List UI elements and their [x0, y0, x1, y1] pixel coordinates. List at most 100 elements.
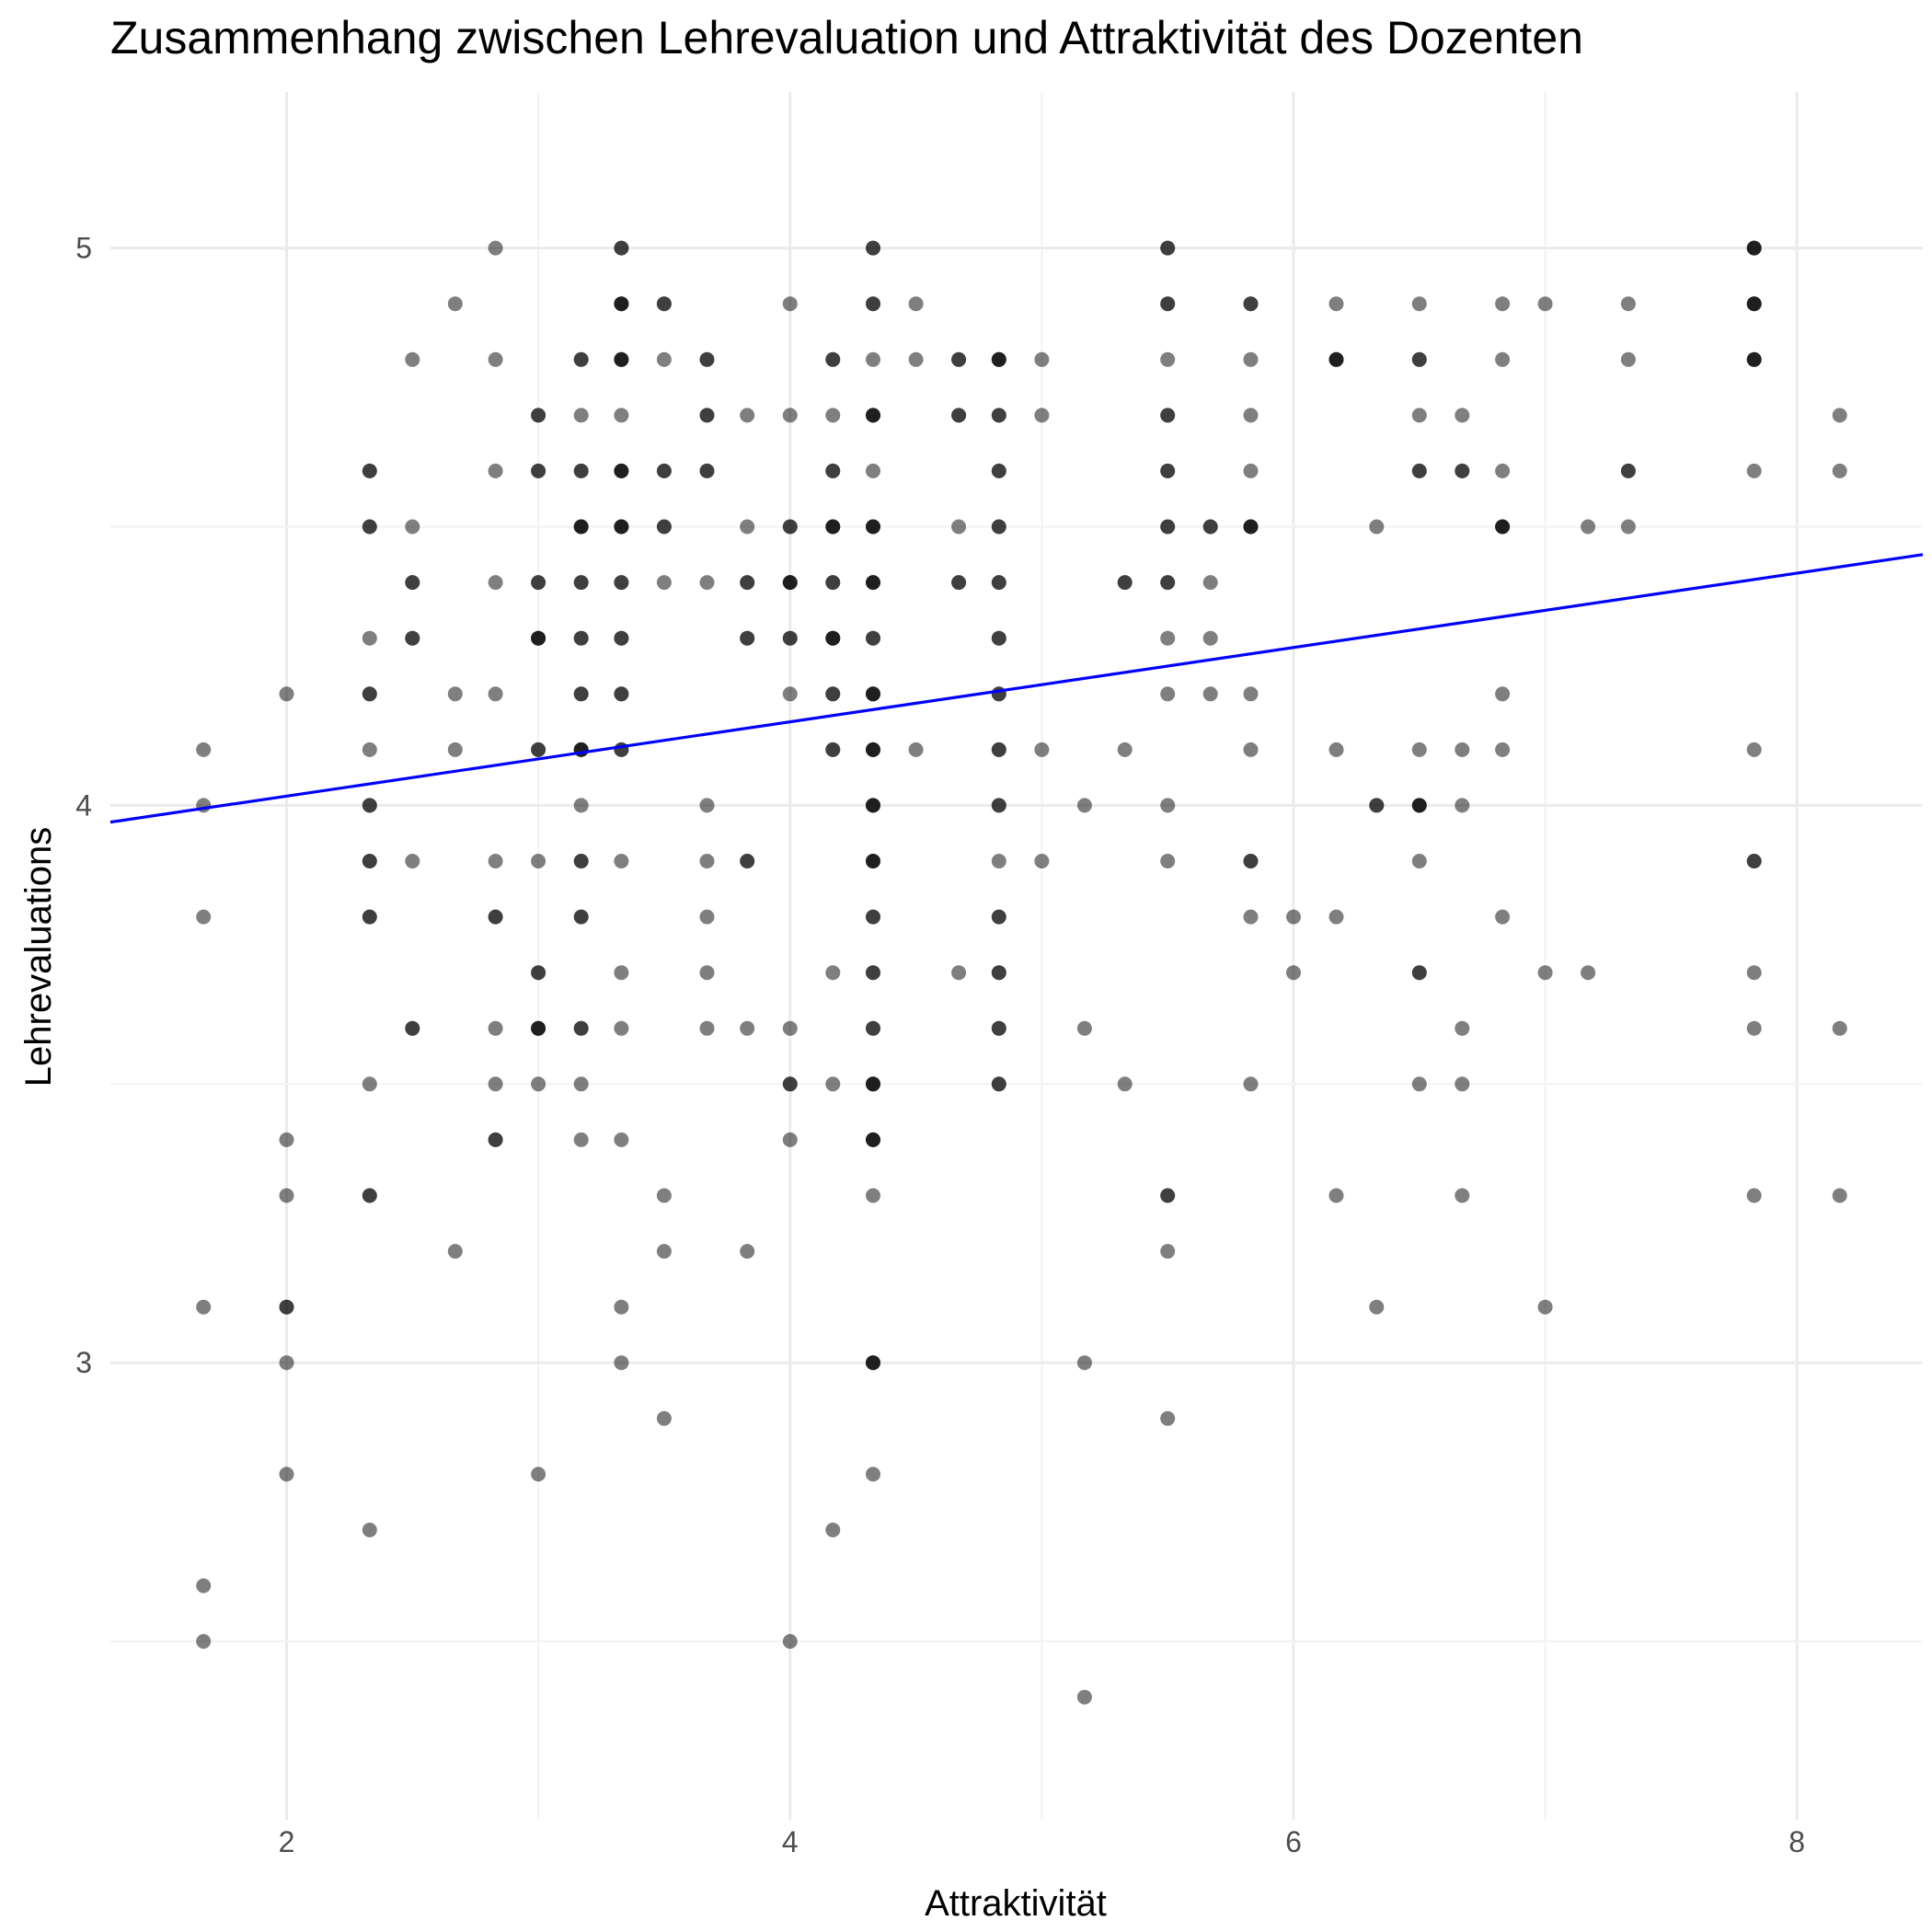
- data-point: [1455, 463, 1470, 478]
- data-point: [1495, 909, 1511, 925]
- data-point: [1411, 1076, 1427, 1092]
- data-point: [1495, 463, 1511, 478]
- data-point: [1746, 742, 1762, 757]
- data-point: [1746, 351, 1762, 367]
- data-point: [866, 463, 880, 478]
- data-point: [1243, 742, 1259, 757]
- data-point: [782, 575, 798, 591]
- data-point: [991, 909, 1006, 925]
- data-point: [1160, 630, 1176, 646]
- data-point: [951, 408, 967, 423]
- data-point: [782, 296, 798, 312]
- x-tick-label: 6: [1285, 1825, 1302, 1858]
- data-point: [1620, 463, 1636, 478]
- data-point: [531, 408, 546, 423]
- data-point: [362, 519, 377, 535]
- data-point: [1495, 686, 1511, 702]
- data-point: [488, 240, 503, 256]
- data-point: [488, 1132, 503, 1147]
- data-point: [699, 909, 715, 925]
- regression-line: [109, 553, 1924, 824]
- data-point: [908, 296, 924, 312]
- data-point: [1076, 1355, 1092, 1371]
- data-point: [782, 1132, 798, 1147]
- data-point: [196, 1578, 212, 1593]
- data-point: [991, 798, 1006, 813]
- data-point: [782, 630, 798, 646]
- data-point: [1411, 351, 1427, 367]
- data-point: [573, 630, 589, 646]
- data-point: [991, 742, 1006, 757]
- data-point: [362, 798, 377, 813]
- data-point: [614, 630, 629, 646]
- data-point: [656, 296, 672, 312]
- data-points: [196, 240, 1847, 1705]
- data-point: [531, 965, 546, 981]
- data-point: [1369, 519, 1385, 535]
- data-point: [573, 408, 589, 423]
- data-point: [573, 1020, 589, 1036]
- data-point: [488, 909, 503, 925]
- data-point: [866, 909, 880, 925]
- data-point: [531, 630, 546, 646]
- data-point: [866, 240, 880, 256]
- data-point: [866, 1132, 880, 1147]
- data-point: [1160, 854, 1176, 868]
- data-point: [1411, 965, 1427, 981]
- data-point: [1202, 630, 1218, 646]
- tick-labels: 2 4 6 8 3 4 5: [75, 232, 1805, 1858]
- data-point: [656, 519, 672, 535]
- data-point: [1620, 519, 1636, 535]
- data-point: [531, 1020, 546, 1036]
- data-point: [447, 1244, 463, 1259]
- data-point: [1243, 296, 1259, 312]
- data-point: [1160, 240, 1176, 256]
- data-point: [656, 463, 672, 478]
- data-point: [782, 686, 798, 702]
- data-point: [1495, 351, 1511, 367]
- data-point: [614, 240, 629, 256]
- data-point: [447, 686, 463, 702]
- data-point: [614, 463, 629, 478]
- data-point: [447, 296, 463, 312]
- data-point: [825, 463, 841, 478]
- data-point: [196, 909, 212, 925]
- data-point: [991, 1020, 1006, 1036]
- data-point: [362, 630, 377, 646]
- data-point: [1117, 575, 1133, 591]
- data-point: [699, 351, 715, 367]
- data-point: [531, 463, 546, 478]
- data-point: [740, 854, 755, 868]
- data-point: [1286, 909, 1301, 925]
- data-point: [614, 1132, 629, 1147]
- data-point: [866, 854, 880, 868]
- data-point: [991, 463, 1006, 478]
- data-point: [1746, 854, 1762, 868]
- data-point: [866, 798, 880, 813]
- data-point: [1455, 742, 1470, 757]
- data-point: [740, 630, 755, 646]
- data-point: [951, 575, 967, 591]
- data-point: [614, 854, 629, 868]
- data-point: [362, 854, 377, 868]
- data-point: [1076, 1020, 1092, 1036]
- data-point: [908, 742, 924, 757]
- data-point: [991, 1076, 1006, 1092]
- data-point: [699, 854, 715, 868]
- data-point: [951, 965, 967, 981]
- x-tick-label: 4: [782, 1825, 799, 1858]
- data-point: [1411, 798, 1427, 813]
- data-point: [614, 1355, 629, 1371]
- data-point: [866, 351, 880, 367]
- data-point: [196, 1634, 212, 1650]
- data-point: [991, 519, 1006, 535]
- data-point: [1411, 408, 1427, 423]
- data-point: [1411, 296, 1427, 312]
- data-point: [614, 686, 629, 702]
- data-point: [1328, 351, 1344, 367]
- data-point: [1455, 1020, 1470, 1036]
- data-point: [825, 1523, 841, 1537]
- data-point: [573, 1132, 589, 1147]
- data-point: [1495, 742, 1511, 757]
